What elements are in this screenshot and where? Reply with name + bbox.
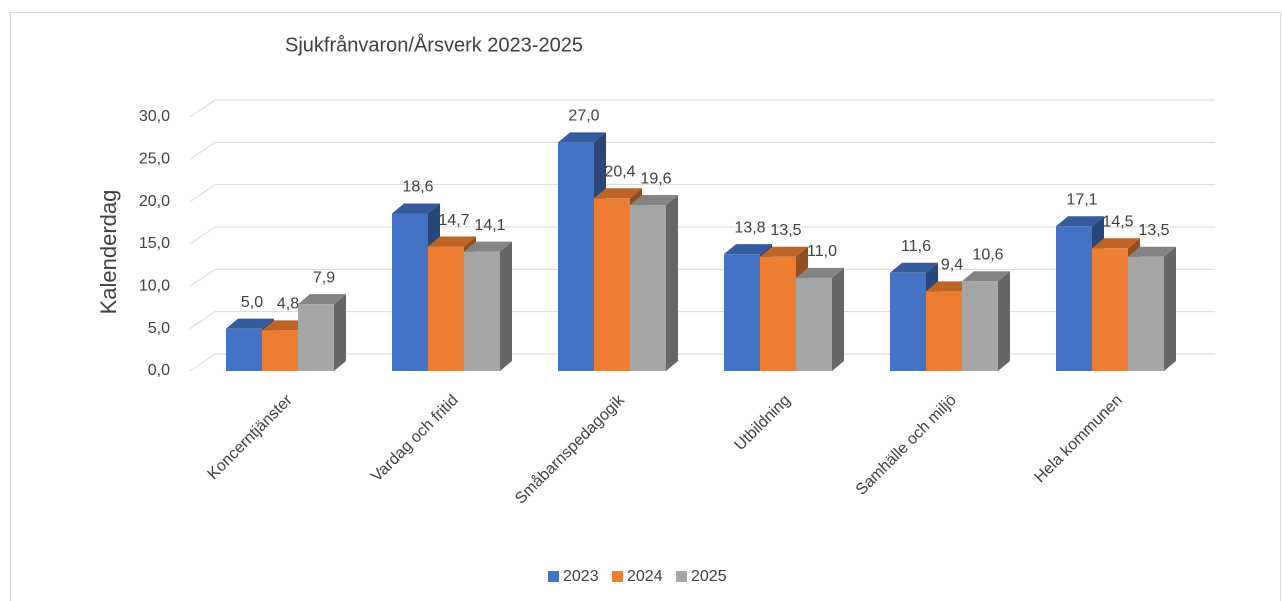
bar-top [392,203,440,214]
data-label: 13,5 [1138,222,1169,239]
data-label: 11,6 [901,238,931,255]
data-label: 5,0 [241,294,263,311]
bar-top [594,188,642,199]
data-label: 11,0 [807,243,837,260]
y-tick-label: 5,0 [148,320,170,337]
data-label: 17,1 [1066,191,1097,208]
bar [428,246,464,371]
bar-top [890,262,938,273]
grid-line [189,226,1215,245]
bar [558,142,594,371]
bar [760,256,796,371]
bar-top [1092,238,1140,249]
bar-side [334,294,346,371]
data-label: 7,9 [313,269,335,286]
bar-top [1128,246,1176,257]
legend-label: 2025 [691,568,727,585]
data-label: 19,6 [640,170,671,187]
y-tick-label: 0,0 [148,362,170,379]
grid-line [189,184,1215,203]
y-tick-label: 30,0 [139,108,170,125]
data-label: 18,6 [402,179,433,196]
chart-title: Sjukfrånvaron/Årsverk 2023-2025 [285,33,583,56]
bar [262,330,298,371]
bar [796,277,832,371]
bar [890,272,926,371]
bar-top [226,318,274,329]
data-label: 14,1 [474,217,505,234]
legend-label: 2024 [627,568,663,585]
y-tick-label: 25,0 [139,151,170,168]
bar [962,281,998,371]
data-label: 13,5 [770,222,801,239]
bar [1056,226,1092,371]
bar-side [666,195,678,371]
bar [594,198,630,371]
legend-swatch [548,571,559,582]
bar-top [1056,216,1104,227]
bar [630,205,666,371]
bar [1092,248,1128,371]
bar-top [428,236,476,247]
bar-top [558,132,606,143]
data-label: 14,7 [438,212,469,229]
bar-top [298,294,346,305]
bar-top [796,267,844,278]
data-label: 13,8 [734,219,765,236]
data-label: 20,4 [604,163,635,180]
y-tick-label: 15,0 [139,235,170,252]
grid-line [189,141,1215,160]
data-label: 10,6 [972,246,1003,263]
bar [724,254,760,371]
bar-top [630,195,678,206]
bar-side [500,241,512,371]
bar [392,213,428,371]
grid-line [189,99,1215,118]
bar-top [724,244,772,255]
data-label: 4,8 [277,296,299,313]
bar [298,304,334,371]
data-label: 27,0 [568,108,599,125]
bar [926,291,962,371]
grid-line [189,268,1215,287]
data-label: 14,5 [1102,213,1133,230]
bar-side [998,271,1010,371]
bar [464,251,500,371]
bar-side [1164,246,1176,371]
bar-top [760,246,808,257]
bar [1128,256,1164,371]
data-label: 9,4 [941,257,963,274]
bar-side [832,267,844,371]
legend-swatch [676,571,687,582]
grid-line [189,311,1215,330]
legend-label: 2023 [563,568,599,585]
legend-swatch [612,571,623,582]
y-tick-label: 10,0 [139,278,170,295]
bar [226,328,262,371]
y-axis-label: Kalenderdag [96,190,121,315]
grid-line [189,353,1215,372]
bar-top [962,271,1010,282]
bar-top [464,241,512,252]
y-tick-label: 20,0 [139,193,170,210]
